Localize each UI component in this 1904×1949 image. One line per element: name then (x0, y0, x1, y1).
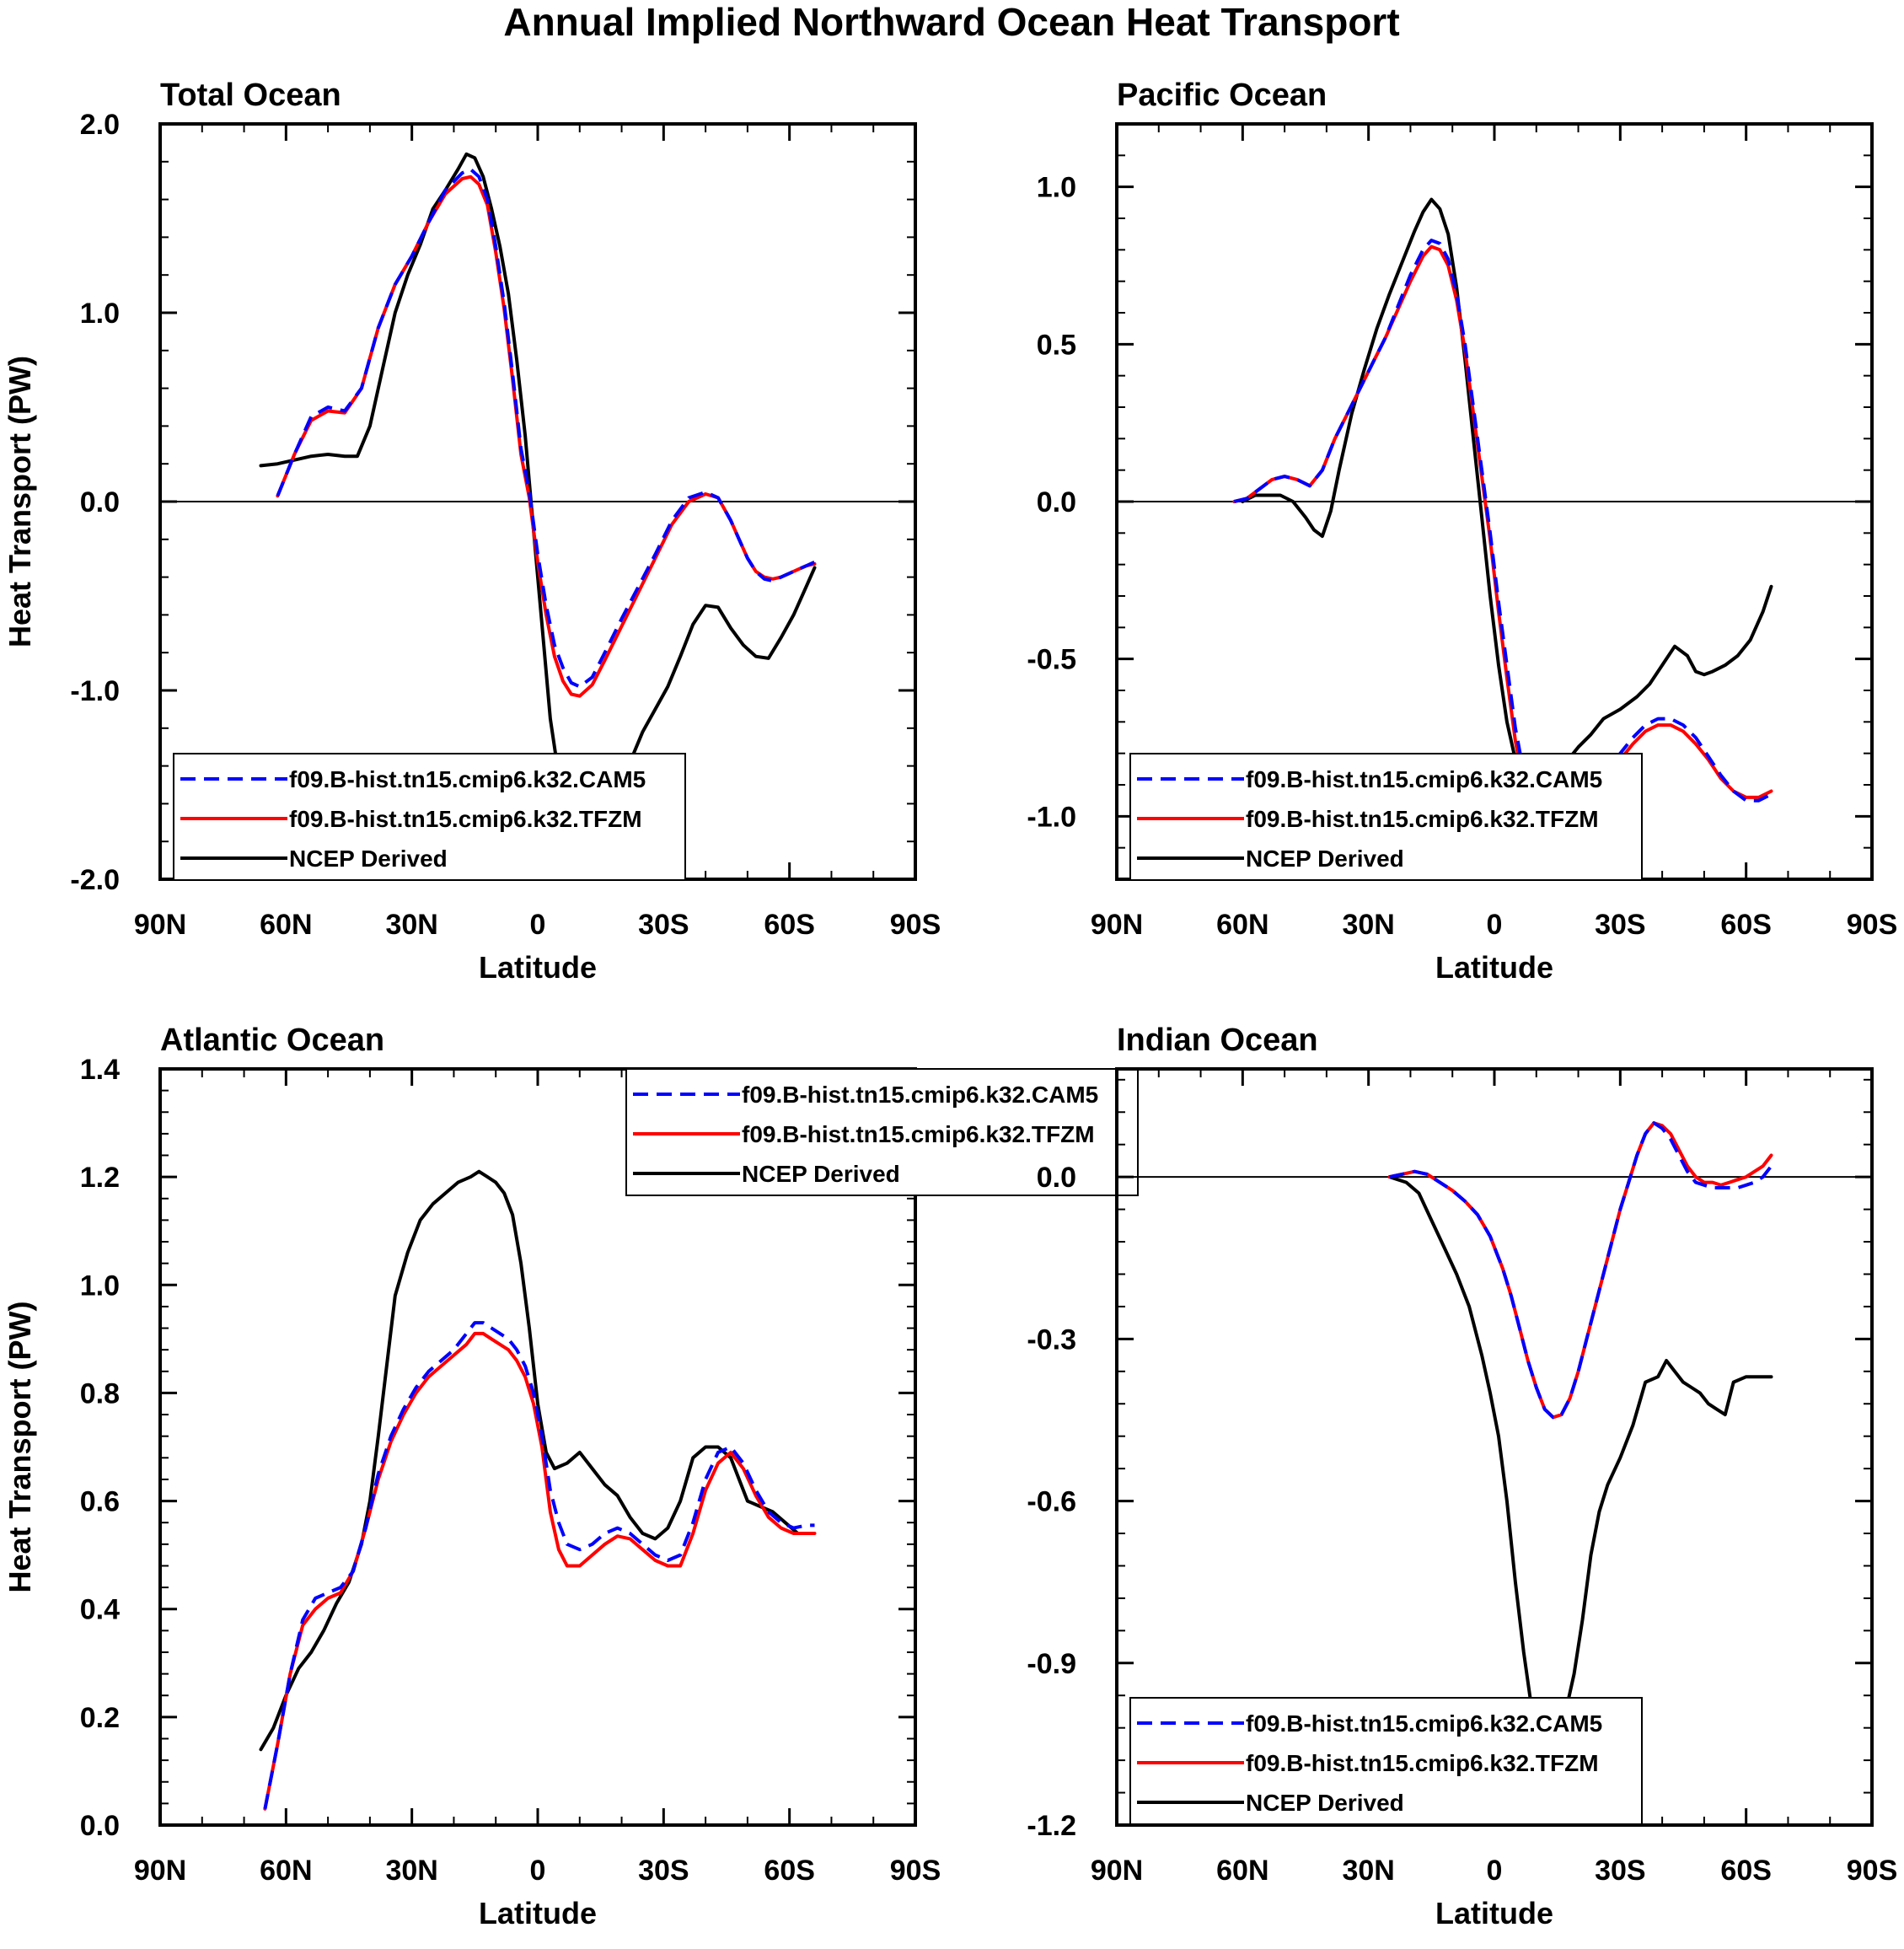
legend-label: f09.B-hist.tn15.cmip6.k32.CAM5 (742, 1082, 1098, 1108)
x-tick-label: 60N (260, 1855, 312, 1887)
x-tick-label: 30S (1595, 909, 1646, 941)
y-tick-label: 0.2 (80, 1702, 120, 1734)
y-tick-label: 1.4 (80, 1054, 120, 1086)
x-tick-label: 0 (1487, 909, 1503, 941)
x-tick-label: 90S (890, 909, 941, 941)
x-tick-label: 30N (1342, 909, 1394, 941)
plot-area (1387, 1121, 1773, 1752)
x-tick-label: 0 (1487, 1855, 1503, 1887)
legend: f09.B-hist.tn15.cmip6.k32.CAM5 f09.B-hist… (173, 753, 686, 881)
x-tick-label: 90N (134, 1855, 186, 1887)
y-tick-label: 0.5 (1037, 329, 1076, 361)
x-tick-label: 90N (1091, 1855, 1143, 1887)
x-tick-label: 60S (1720, 909, 1772, 941)
y-tick-label: 0.0 (1037, 486, 1076, 518)
series-line-f09-b-hist-tn15-cmip6-k32-tfzm (276, 174, 817, 698)
x-tick-label: 60S (1720, 1855, 1772, 1887)
series-line-ncep-derived (1241, 197, 1773, 793)
x-tick-label: 90N (134, 909, 186, 941)
x-tick-label: 60S (764, 909, 815, 941)
y-tick-label: 1.2 (80, 1162, 120, 1194)
x-axis-title: Latitude (479, 950, 597, 985)
y-tick-label: 0.0 (80, 486, 120, 518)
series-line-f09-b-hist-tn15-cmip6-k32-cam5 (263, 1321, 815, 1810)
x-tick-label: 30N (385, 909, 437, 941)
y-tick-label: -1.0 (1027, 801, 1076, 833)
x-tick-label: 90S (1847, 1855, 1898, 1887)
y-tick-label: -1.0 (70, 675, 120, 707)
x-tick-label: 90S (890, 1855, 941, 1887)
y-axis-title: Heat Transport (PW) (3, 356, 37, 647)
plot-area (259, 1169, 817, 1811)
legend-label: NCEP Derived (742, 1161, 900, 1187)
x-tick-label: 0 (530, 1855, 546, 1887)
x-tick-label: 30S (638, 1855, 689, 1887)
y-tick-label: -0.5 (1027, 644, 1076, 676)
x-axis-title: Latitude (1435, 1896, 1553, 1930)
y-tick-label: 1.0 (80, 1270, 120, 1302)
series-line-ncep-derived (1387, 1175, 1773, 1752)
plot-frame (158, 1067, 917, 1827)
y-tick-label: -1.2 (1027, 1810, 1076, 1842)
series-line-f09-b-hist-tn15-cmip6-k32-cam5 (1233, 239, 1773, 840)
legend-label: f09.B-hist.tn15.cmip6.k32.TFZM (1246, 1750, 1599, 1776)
series-line-ncep-derived (259, 152, 817, 824)
y-tick-label: 0.4 (80, 1594, 120, 1626)
x-tick-label: 60N (1216, 1855, 1268, 1887)
x-tick-label: 0 (530, 909, 546, 941)
panel-title: Total Ocean (160, 78, 341, 113)
plot-area (1232, 197, 1773, 856)
x-tick-label: 60S (764, 1855, 815, 1887)
legend: f09.B-hist.tn15.cmip6.k32.CAM5 f09.B-hist… (1129, 1697, 1643, 1825)
x-axis-title: Latitude (1435, 950, 1553, 985)
y-axis-title: Heat Transport (PW) (3, 1301, 37, 1592)
y-tick-label: -2.0 (70, 864, 120, 896)
legend-label: f09.B-hist.tn15.cmip6.k32.TFZM (289, 806, 642, 832)
legend-label: f09.B-hist.tn15.cmip6.k32.TFZM (1246, 806, 1599, 832)
panel-title: Pacific Ocean (1117, 78, 1327, 113)
series-line-f09-b-hist-tn15-cmip6-k32-tfzm (1387, 1121, 1773, 1420)
legend-label: f09.B-hist.tn15.cmip6.k32.CAM5 (1246, 766, 1602, 792)
y-tick-label: -0.9 (1027, 1648, 1076, 1680)
legend: f09.B-hist.tn15.cmip6.k32.CAM5 f09.B-hist… (625, 1068, 1139, 1196)
legend-label: f09.B-hist.tn15.cmip6.k32.TFZM (742, 1121, 1095, 1147)
x-tick-label: 30N (1342, 1855, 1394, 1887)
legend-label: f09.B-hist.tn15.cmip6.k32.CAM5 (1246, 1710, 1602, 1737)
panel-title: Indian Ocean (1117, 1023, 1318, 1058)
x-axis-title: Latitude (479, 1896, 597, 1930)
y-tick-label: 0.6 (80, 1486, 120, 1518)
x-tick-label: 30N (385, 1855, 437, 1887)
x-tick-label: 90S (1847, 909, 1898, 941)
y-tick-label: 0.8 (80, 1377, 120, 1409)
y-tick-label: 2.0 (80, 109, 120, 141)
panel-title: Atlantic Ocean (160, 1023, 384, 1058)
legend-label: NCEP Derived (289, 846, 448, 872)
panel-indian-ocean: Indian Ocean 90N 60N 30N 0 30S 60S 90S -1.2 -0.9 -… (1027, 1023, 1897, 1930)
series-line-f09-b-hist-tn15-cmip6-k32-cam5 (276, 167, 816, 689)
y-tick-label: 1.0 (80, 298, 120, 330)
x-tick-label: 60N (1216, 909, 1268, 941)
y-tick-label: 0.0 (1037, 1162, 1076, 1194)
series-line-f09-b-hist-tn15-cmip6-k32-tfzm (263, 1331, 817, 1811)
x-tick-label: 30S (638, 909, 689, 941)
legend-label: f09.B-hist.tn15.cmip6.k32.CAM5 (289, 766, 646, 792)
y-tick-label: 0.0 (80, 1810, 120, 1842)
y-tick-label: 1.0 (1037, 172, 1076, 204)
x-tick-label: 60N (260, 909, 312, 941)
x-tick-label: 30S (1595, 1855, 1646, 1887)
y-tick-label: -0.6 (1027, 1486, 1076, 1518)
y-tick-label: -0.3 (1027, 1323, 1076, 1356)
panel-atlantic-ocean: Atlantic Ocean 90N 60N 30N 0 30S 60S 90S 0.0 0.2 0… (3, 1023, 941, 1930)
plot-area (259, 152, 817, 824)
series-line-f09-b-hist-tn15-cmip6-k32-cam5 (1389, 1121, 1773, 1420)
legend-label: NCEP Derived (1246, 1790, 1404, 1816)
series-line-ncep-derived (259, 1169, 813, 1752)
figure-title: Annual Implied Northward Ocean Heat Tran… (503, 0, 1399, 44)
x-tick-label: 90N (1091, 909, 1143, 941)
legend-label: NCEP Derived (1246, 846, 1404, 872)
legend: f09.B-hist.tn15.cmip6.k32.CAM5 f09.B-hist… (1129, 753, 1643, 881)
